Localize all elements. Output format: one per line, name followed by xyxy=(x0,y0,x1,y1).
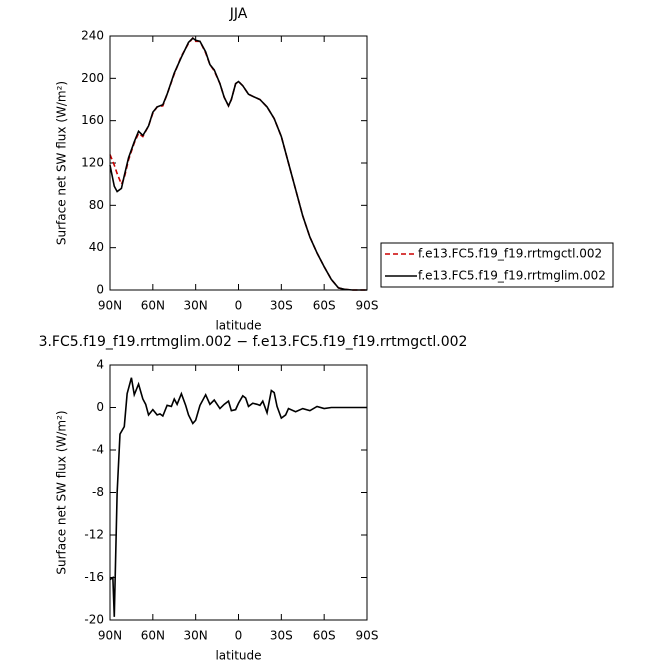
y-tick-label: 80 xyxy=(89,198,104,212)
y-tick-label: 4 xyxy=(96,358,104,372)
chart-title: 3.FC5.f19_f19.rrtmglim.002 − f.e13.FC5.f… xyxy=(39,334,468,350)
x-tick-label: 90N xyxy=(98,629,122,643)
chart-title: JJA xyxy=(229,6,248,22)
x-tick-label: 60S xyxy=(313,299,336,313)
y-tick-label: -4 xyxy=(92,443,104,457)
x-tick-label: 90N xyxy=(98,299,122,313)
x-tick-label: 90S xyxy=(356,629,379,643)
data-line xyxy=(109,377,367,617)
y-tick-label: 0 xyxy=(96,283,104,297)
x-tick-label: 30S xyxy=(270,629,293,643)
y-tick-label: 40 xyxy=(89,240,104,254)
plot-frame xyxy=(109,35,368,291)
plot-frame xyxy=(109,364,368,621)
y-tick-label: 160 xyxy=(81,113,104,127)
data-line xyxy=(109,36,367,291)
x-axis-label: latitude xyxy=(215,649,261,663)
y-tick-label: -20 xyxy=(84,613,104,627)
x-tick-label: 0 xyxy=(235,629,243,643)
y-tick-label: 120 xyxy=(81,156,104,170)
y-axis-label: Surface net SW flux (W/m²) xyxy=(55,410,69,574)
y-tick-label: 0 xyxy=(96,400,104,414)
y-tick-label: -16 xyxy=(84,570,104,584)
x-tick-label: 60N xyxy=(141,629,165,643)
x-tick-label: 60N xyxy=(141,299,165,313)
legend-label: f.e13.FC5.f19_f19.rrtmglim.002 xyxy=(418,269,606,283)
y-tick-label: 200 xyxy=(81,71,104,85)
y-axis-label: Surface net SW flux (W/m²) xyxy=(55,81,69,245)
x-tick-label: 0 xyxy=(235,299,243,313)
x-tick-label: 30S xyxy=(270,299,293,313)
data-line xyxy=(109,37,367,291)
x-tick-label: 90S xyxy=(356,299,379,313)
legend-box xyxy=(380,242,614,288)
legend-label: f.e13.FC5.f19_f19.rrtmgctl.002 xyxy=(418,247,602,261)
x-tick-label: 30N xyxy=(184,629,208,643)
y-tick-label: -8 xyxy=(92,485,104,499)
x-tick-label: 60S xyxy=(313,629,336,643)
y-tick-label: 240 xyxy=(81,29,104,43)
y-tick-label: -12 xyxy=(84,528,104,542)
x-axis-label: latitude xyxy=(215,319,261,333)
x-tick-label: 30N xyxy=(184,299,208,313)
